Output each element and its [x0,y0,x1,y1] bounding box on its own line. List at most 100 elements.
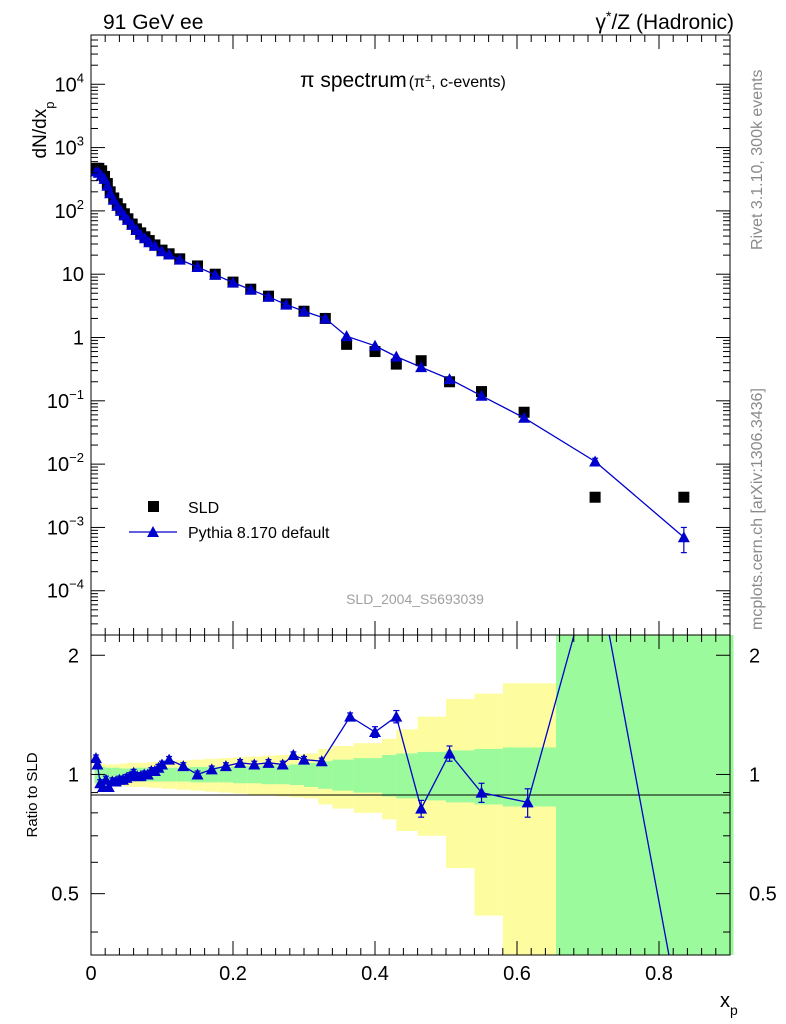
stat-band-13 [233,766,248,784]
pythia-point-25 [280,298,293,310]
ratio-point-36 [415,802,428,814]
pythia-point-16 [148,239,161,251]
pythia-point-29 [369,339,381,351]
ratio-point-20 [156,758,168,770]
pythia-point-24 [262,290,275,302]
ratio-ytick-label-right-1: 1 [749,764,760,786]
stat-band-15 [261,765,276,785]
pythia-point-35 [589,455,602,467]
ratio-pythia-series [91,635,670,955]
pythia-point-34 [518,411,531,423]
side-rivet-label: Rivet 3.1.10, 300k events [749,69,766,250]
ratio-point-24 [205,763,218,775]
stat-band-16 [275,765,290,785]
sld-point-29 [369,346,381,358]
stat-band-21 [353,758,383,793]
ratio-point-29 [276,758,289,770]
pythia-point-21 [209,268,222,280]
legend-marker-sld [148,501,159,512]
pythia-point-19 [173,253,186,265]
ratio-point-0 [91,752,102,764]
main-ytick-label-8: 10−4 [47,577,84,603]
ratio-point-23 [191,768,204,780]
main-ytick-label-0: 104 [55,70,84,96]
ratio-point-31 [298,753,310,765]
ratio-x-ticks: 0 0.2 0.4 0.6 0.8 [85,635,731,985]
stat-band-24 [417,751,446,801]
side-mcplots-label: mcplots.cern.ch [arXiv:1306.3436] [749,388,766,630]
ratio-ytick-label-2: 2 [68,645,79,667]
pythia-point-28 [340,330,353,342]
stat-band-8 [162,767,177,782]
main-minor-ticks [91,34,730,636]
ratio-xtick-label-3: 0.6 [503,963,531,985]
stat-band-17 [289,764,304,786]
ratio-point-39 [521,796,534,808]
ratio-y-ticks: 0.5 0.5 1 1 2 2 [51,645,777,933]
sld-point-35 [589,491,601,503]
ratio-point-33 [344,710,357,722]
pythia-point-18 [163,248,176,260]
pythia-point-20 [191,260,204,272]
stat-band-25 [446,750,475,803]
main-ytick-label-4: 1 [73,328,84,350]
ratio-ytick-label-0: 0.5 [51,884,79,906]
ratio-point-35 [390,710,403,722]
pythia-point-15 [143,236,156,248]
ratio-point-37 [443,747,456,759]
ratio-point-25 [219,760,232,772]
watermark: SLD_2004_S5693039 [346,591,484,607]
x-axis-label: xp [720,990,738,1018]
stat-band-23 [396,753,418,799]
ratio-xtick-label-1: 0.2 [219,963,247,985]
sld-point-36 [678,491,690,503]
stat-band-22 [382,754,397,797]
stat-band-9 [176,767,191,782]
ratio-point-26 [234,756,247,768]
legend-marker-pythia [147,526,159,537]
legend-label-sld: SLD [188,500,219,517]
pythia-point-22 [227,276,239,288]
pythia-point-23 [244,283,257,295]
ratio-point-38 [475,786,488,798]
header-left: 91 GeV ee [103,11,203,34]
pythia-point-27 [319,312,332,324]
ratio-frame [90,634,731,956]
total-band-26 [474,693,503,916]
sld-point-28 [341,338,353,350]
stat-band-18 [304,762,319,787]
ratio-point-34 [369,726,381,738]
pythia-point-32 [443,373,456,385]
ratio-ytick-label-right-0: 0.5 [749,884,777,906]
stat-band-14 [247,766,262,784]
pythia-point-30 [390,350,403,362]
ratio-xtick-label-2: 0.4 [361,963,389,985]
ratio-y-axis-label: Ratio to SLD [24,752,41,837]
pythia-point-33 [475,389,488,401]
legend: SLD Pythia 8.170 default [129,500,330,542]
main-x-ticks [90,35,731,635]
main-ytick-label-6: 10−2 [47,450,84,476]
stat-band-3 [112,767,120,782]
pythia-point-17 [156,245,168,257]
main-y-axis-label: dN/dxp [30,102,57,159]
main-title: π spectrum (π±, c-events) [300,69,506,92]
ratio-point-27 [248,758,261,770]
ratio-point-21 [163,753,176,765]
ratio-ytick-label-1: 1 [68,764,79,786]
sld-point-30 [390,358,402,370]
sld-point-31 [415,355,427,367]
ratio-point-28 [262,756,275,768]
stat-band-20 [332,759,354,791]
pythia-point-31 [415,361,428,373]
ratio-panel: 0.5 0.5 1 1 2 2 0 0.2 0.4 0.6 0.8 [51,634,777,985]
ratio-ytick-label-right-2: 2 [749,645,760,667]
stat-band-19 [318,761,333,789]
ratio-point-32 [315,755,328,767]
pythia-point-36 [677,531,690,543]
ratio-point-22 [177,760,190,772]
ratio-point-30 [287,748,300,760]
ratio-point-1 [91,758,104,770]
